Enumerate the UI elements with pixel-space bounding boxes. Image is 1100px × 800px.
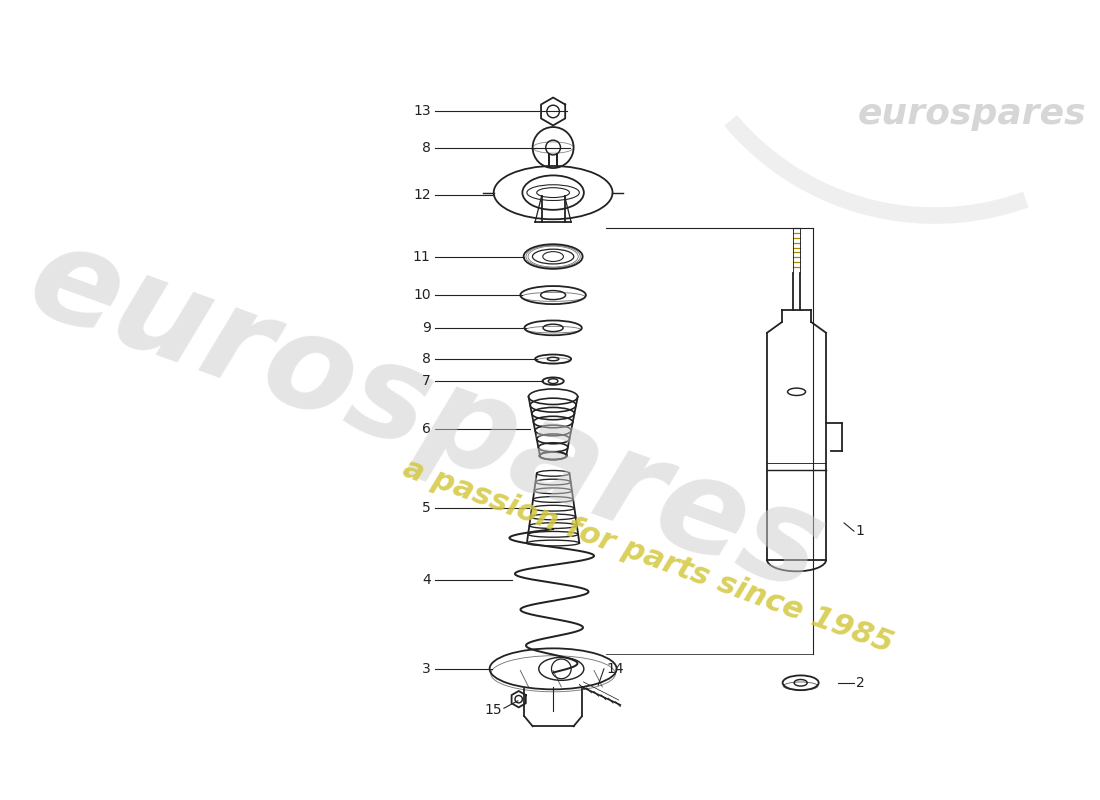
Text: 14: 14 bbox=[606, 662, 624, 676]
Text: a passion for parts since 1985: a passion for parts since 1985 bbox=[399, 454, 896, 658]
Text: 9: 9 bbox=[421, 321, 430, 335]
Text: 8: 8 bbox=[421, 352, 430, 366]
Text: 1: 1 bbox=[856, 524, 865, 538]
Text: 15: 15 bbox=[485, 703, 503, 717]
Text: 3: 3 bbox=[421, 662, 430, 676]
Text: 8: 8 bbox=[421, 141, 430, 154]
Text: 13: 13 bbox=[412, 105, 430, 118]
Text: 2: 2 bbox=[856, 676, 865, 690]
Text: 11: 11 bbox=[412, 250, 430, 263]
Text: 4: 4 bbox=[421, 574, 430, 587]
Text: 5: 5 bbox=[421, 501, 430, 515]
Text: 7: 7 bbox=[421, 374, 430, 388]
Text: 6: 6 bbox=[421, 422, 430, 436]
Text: eurospares: eurospares bbox=[12, 214, 840, 619]
Text: 10: 10 bbox=[412, 288, 430, 302]
Text: eurospares: eurospares bbox=[858, 97, 1087, 130]
Text: 12: 12 bbox=[412, 188, 430, 202]
